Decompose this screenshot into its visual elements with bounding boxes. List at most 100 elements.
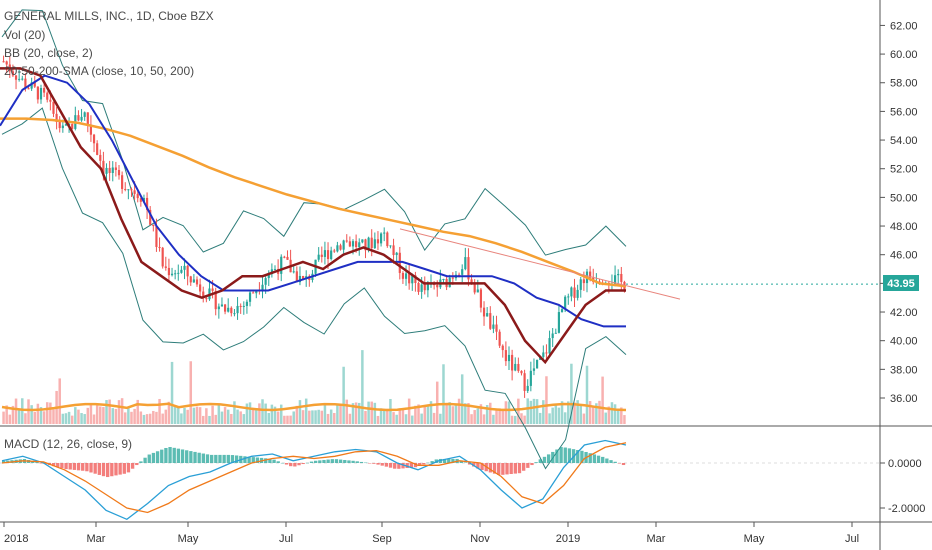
price-axis[interactable]: 36.0038.0040.0042.0044.0046.0048.0050.00… (880, 20, 925, 515)
candle-body (71, 123, 74, 129)
macd-histogram-bar (234, 455, 239, 463)
time-tick-label: May (744, 533, 765, 545)
volume-bar (563, 412, 567, 424)
moving-averages (0, 67, 880, 365)
volume-bar (195, 406, 199, 424)
macd-histogram-bar (268, 458, 272, 463)
candle-body (267, 274, 270, 279)
candle-body (202, 291, 205, 298)
volume-bar (95, 405, 99, 424)
volume-bar (114, 408, 118, 424)
volume-bar (74, 407, 77, 424)
volume-bar (167, 401, 171, 424)
chart-title[interactable]: GENERAL MILLS, INC., 1D, Cboe BZX (4, 9, 214, 23)
time-tick-label: 2018 (4, 533, 28, 545)
candle-body (255, 289, 258, 294)
volume-bar (470, 414, 473, 424)
macd-histogram-bar (76, 463, 81, 471)
candle-body (373, 239, 376, 249)
candle-body (273, 269, 277, 271)
volume-bar (92, 414, 96, 424)
volume-bar (180, 413, 183, 424)
macd-histogram-bar (197, 452, 201, 463)
candle-body (492, 324, 495, 329)
macd-histogram-bar (592, 454, 597, 463)
macd-histogram-bar (563, 447, 567, 463)
macd-histogram-bar (388, 463, 393, 468)
volume-bar (520, 413, 523, 424)
legend-sma[interactable]: 20-50-200-SMA (close, 10, 50, 200) (4, 64, 195, 78)
volume-bar (273, 406, 277, 424)
volume-bar (148, 413, 152, 424)
macd-histogram-bar (243, 456, 247, 463)
price-tick-label: 46.00 (890, 250, 918, 262)
volume-bar (123, 412, 127, 424)
volume-bar (36, 403, 40, 424)
time-tick-label: Sep (372, 533, 392, 545)
volume-bar (33, 411, 37, 424)
macd-histogram-bar (609, 460, 613, 463)
macd-histogram-bar (272, 459, 276, 463)
volume-bar (220, 411, 224, 424)
macd-histogram-bar (459, 460, 463, 463)
candle-body (161, 247, 164, 267)
volume-bar (620, 407, 623, 424)
signal-line (1, 442, 627, 514)
candle-body (579, 279, 582, 290)
volume-bar (420, 413, 423, 424)
volume-bar (130, 411, 133, 424)
legend-macd[interactable]: MACD (12, 26, close, 9) (4, 437, 133, 451)
candle-body (535, 359, 539, 369)
macd-histogram-bar (247, 456, 251, 463)
volume-bar (538, 412, 542, 424)
candle-body (482, 307, 486, 317)
volume-bar (532, 398, 536, 424)
macd-histogram-bar (368, 463, 372, 464)
candle-body (292, 271, 295, 273)
macd-histogram-bar (189, 451, 193, 463)
candle-body (564, 296, 567, 310)
macd-histogram-bar (447, 458, 451, 463)
candle-body (523, 373, 526, 391)
volume-bar (102, 407, 105, 424)
macd-histogram-bar (51, 463, 56, 467)
volume-bar (64, 413, 68, 424)
legend-bollinger[interactable]: BB (20, close, 2) (4, 46, 93, 60)
candle-body (376, 239, 380, 244)
volume-bar (320, 410, 324, 424)
sma50-line (0, 74, 626, 328)
volume-bar (14, 398, 18, 424)
candle-body (379, 233, 383, 244)
macd-histogram-bar (318, 460, 322, 463)
macd-histogram-bar (343, 459, 347, 463)
volume-bar (548, 413, 551, 424)
macd-histogram-bar (168, 447, 172, 463)
candle-body (18, 78, 21, 80)
macd-histogram-bar (430, 461, 434, 463)
legend-volume[interactable]: Vol (20) (4, 28, 46, 42)
candle-body (323, 250, 327, 257)
candle-body (529, 370, 532, 386)
macd-histogram-bar (205, 454, 210, 463)
candle-body (461, 269, 464, 275)
volume-bar (295, 405, 299, 424)
volume-bar (83, 414, 86, 424)
time-axis[interactable]: 2018 Mar May Jul Sep Nov 2019 Mar May Jul (3, 522, 859, 545)
candle-body (214, 290, 217, 310)
macd-histogram-bar (60, 463, 64, 469)
volume-bar (39, 407, 43, 424)
volume-bar (373, 402, 377, 424)
macd-histogram-bar (72, 463, 77, 470)
volume-bar (417, 404, 420, 424)
volume-bar (270, 404, 274, 424)
macd-histogram-bar (160, 449, 164, 463)
candle-body (99, 154, 102, 161)
volume-bar (348, 413, 352, 424)
candle-body (411, 275, 414, 284)
bollinger-bands (1, 9, 627, 470)
candle-body (473, 282, 476, 293)
volume-bar (623, 415, 626, 424)
macd-histogram-bar (509, 463, 513, 475)
